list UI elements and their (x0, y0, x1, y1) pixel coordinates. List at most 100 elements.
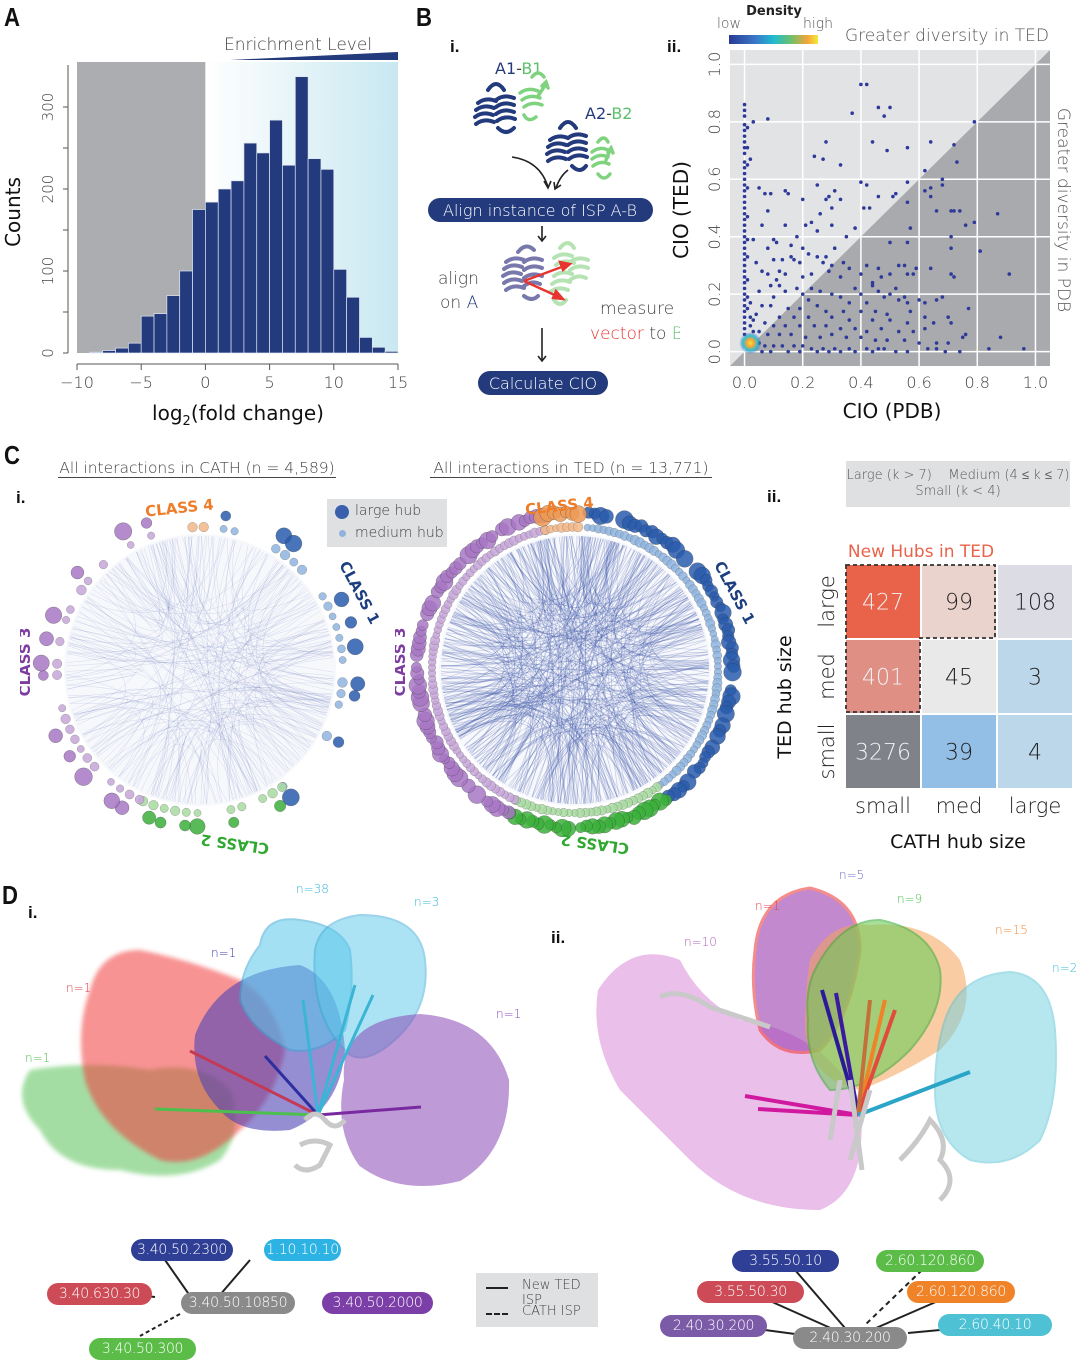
scatter-point (841, 260, 846, 265)
interaction-edge (67, 568, 288, 654)
scatter-point (742, 122, 747, 127)
interaction-edge (569, 536, 587, 804)
scatter-point (859, 180, 863, 184)
interaction-edge (450, 553, 642, 721)
interaction-edge (468, 588, 544, 796)
interaction-edge (489, 543, 620, 612)
cio-schematic: A1-B1 A2-B2 Align instance of ISP A-B (428, 59, 680, 395)
class2-node (267, 788, 278, 799)
interaction-edge (584, 536, 591, 804)
interaction-edge (501, 538, 602, 783)
interaction-edge (643, 597, 699, 645)
interaction-edge (582, 730, 685, 804)
interaction-edge (618, 702, 703, 794)
scatter-point (751, 120, 756, 124)
violet-envelope (341, 1013, 510, 1186)
scatter-point (789, 255, 793, 259)
interaction-edge (465, 540, 609, 748)
interaction-edge (455, 541, 616, 731)
interaction-edge (509, 552, 690, 622)
heatmap-value: 4 (1028, 741, 1042, 766)
scatter-point (777, 269, 782, 274)
scatter-point (827, 349, 831, 354)
interaction-edge (614, 562, 709, 663)
class1-node (338, 656, 347, 664)
interaction-edge (562, 536, 588, 804)
interaction-edge (441, 548, 524, 680)
interaction-edge (571, 535, 627, 604)
scatter-point (812, 323, 817, 328)
down-arrow-icon (537, 328, 547, 363)
interaction-edge (136, 551, 267, 606)
scatter-point (742, 263, 747, 268)
interaction-edge (624, 663, 710, 741)
scatter-point (783, 289, 788, 294)
interaction-edge (114, 564, 283, 614)
interaction-edge (594, 538, 702, 631)
interaction-edge (515, 549, 562, 799)
panel-b-ii-label: ii. (667, 37, 682, 56)
interaction-edge (455, 540, 551, 731)
scatter-point (742, 280, 747, 285)
interaction-edge (441, 544, 553, 687)
scatter-point (838, 275, 843, 279)
interaction-edge (450, 696, 693, 736)
interaction-edge (91, 628, 328, 749)
class1-node (297, 564, 307, 575)
ted-interaction-network: CLASS 4 CLASS 1 CLASS 3 CLASS 2 (395, 493, 759, 857)
scatter-point (830, 223, 834, 228)
class1-node (333, 591, 350, 608)
y-category-label: small (815, 724, 839, 780)
interaction-edge (568, 568, 664, 805)
scatter-point (859, 309, 863, 314)
scatter-point (934, 346, 939, 351)
panel-a-letter: A (4, 2, 20, 32)
x-tick-label: −5 (129, 373, 153, 392)
interaction-edge (639, 596, 688, 753)
scatter-point (905, 200, 910, 205)
interaction-edge (441, 552, 534, 667)
interaction-edge (624, 556, 692, 638)
y-tick-label: 0.8 (705, 109, 724, 134)
interaction-edge (632, 604, 693, 777)
class3-node (124, 789, 135, 800)
interaction-edge (269, 640, 331, 731)
interaction-edge (127, 654, 334, 784)
interaction-edge (537, 541, 660, 775)
interaction-edge (621, 685, 709, 768)
interaction-edge (632, 613, 703, 650)
scatter-point (748, 323, 753, 328)
interaction-edge (610, 555, 691, 632)
interaction-edge (133, 536, 190, 787)
histogram-bar (371, 346, 386, 354)
interaction-edge (561, 732, 577, 805)
scatter-point (800, 246, 805, 251)
hub-legend: large hub medium hub (327, 499, 447, 547)
interaction-edge (459, 561, 531, 623)
interaction-edge (445, 683, 526, 737)
panel-d-i-label: i. (28, 903, 38, 922)
scatter-point (862, 206, 866, 210)
interaction-edge (451, 567, 511, 722)
scatter-point (885, 312, 889, 317)
interaction-edge (471, 584, 649, 783)
interaction-edge (618, 682, 709, 763)
interaction-edge (520, 588, 682, 793)
scatter-point (760, 223, 764, 228)
interaction-edge (595, 727, 636, 798)
interaction-edge (262, 572, 327, 714)
scatter-point (923, 188, 927, 193)
interaction-edge (151, 544, 334, 680)
scatter-point (972, 120, 977, 124)
interaction-edge (486, 568, 523, 774)
interaction-edge (170, 735, 186, 802)
interaction-edge (68, 644, 181, 800)
interaction-edge (447, 579, 675, 649)
scatter-point (832, 346, 837, 351)
y-tick-label: 100 (39, 257, 57, 286)
interaction-edge (582, 536, 710, 670)
scatter-point (853, 349, 857, 354)
interaction-edge (446, 684, 694, 733)
interaction-edge (591, 725, 643, 801)
scatter-point (795, 234, 799, 239)
